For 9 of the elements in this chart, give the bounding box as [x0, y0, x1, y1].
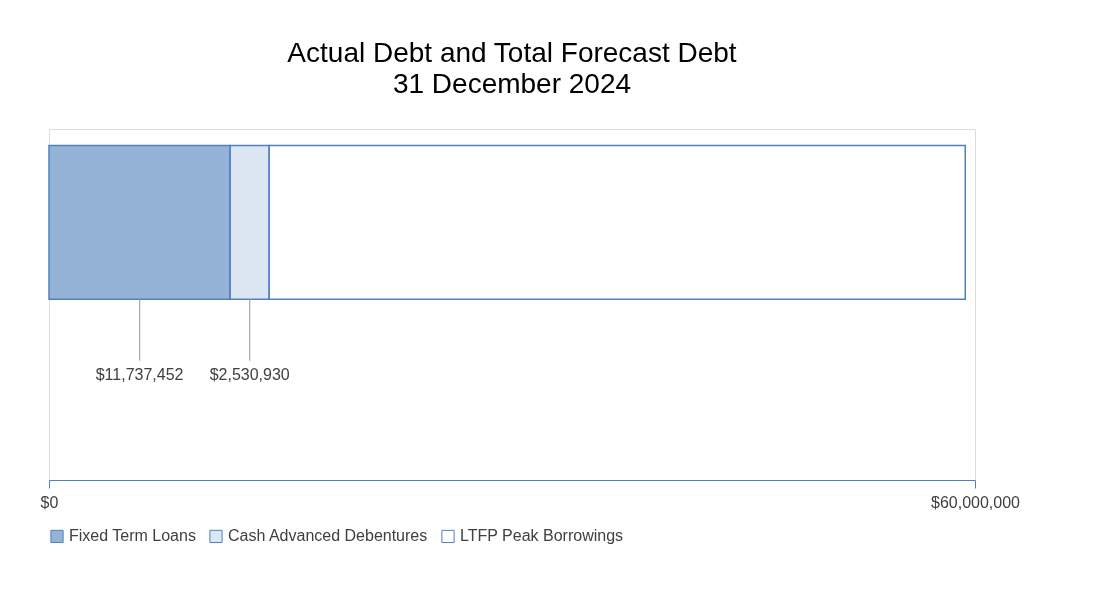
data-label: $2,530,930 [209, 365, 290, 383]
legend-label: Fixed Term Loans [69, 527, 196, 545]
x-tick-label: $0 [40, 493, 59, 511]
data-label: $11,737,452 [95, 365, 184, 383]
legend-label: Cash Advanced Debentures [228, 527, 428, 545]
legend-label: LTFP Peak Borrowings [460, 527, 624, 545]
x-tick-label: $60,000,000 [931, 493, 1021, 511]
chart-title: Actual Debt and Total Forecast Debt [287, 37, 737, 68]
chart-subtitle: 31 December 2024 [392, 68, 632, 99]
